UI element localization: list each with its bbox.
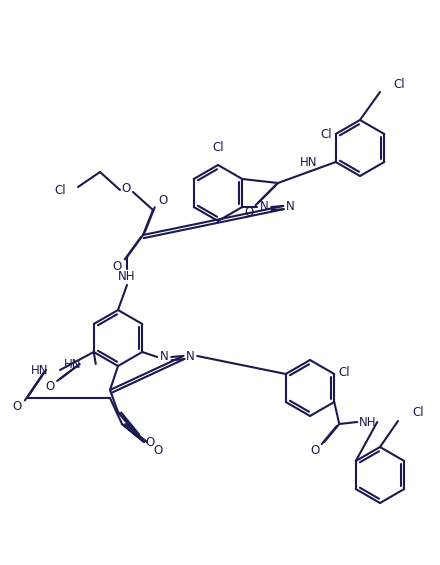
Text: NH: NH (118, 271, 136, 284)
Text: O: O (12, 399, 22, 412)
Text: N: N (286, 199, 295, 212)
Text: Cl: Cl (393, 77, 405, 90)
Text: HN: HN (64, 358, 82, 371)
Text: O: O (145, 437, 154, 450)
Text: Cl: Cl (320, 128, 332, 141)
Text: O: O (244, 206, 253, 219)
Text: N: N (160, 350, 169, 363)
Text: O: O (121, 181, 131, 194)
Text: O: O (112, 259, 121, 272)
Text: Cl: Cl (412, 406, 424, 419)
Text: O: O (153, 444, 162, 457)
Text: O: O (158, 194, 168, 207)
Text: HN: HN (30, 363, 48, 376)
Text: NH: NH (359, 415, 376, 428)
Text: O: O (45, 380, 55, 393)
Text: Cl: Cl (55, 185, 66, 198)
Text: N: N (260, 201, 269, 214)
Text: N: N (186, 350, 194, 363)
Text: O: O (311, 444, 320, 457)
Text: HN: HN (300, 157, 318, 170)
Text: Cl: Cl (338, 366, 350, 379)
Text: Cl: Cl (212, 141, 224, 154)
